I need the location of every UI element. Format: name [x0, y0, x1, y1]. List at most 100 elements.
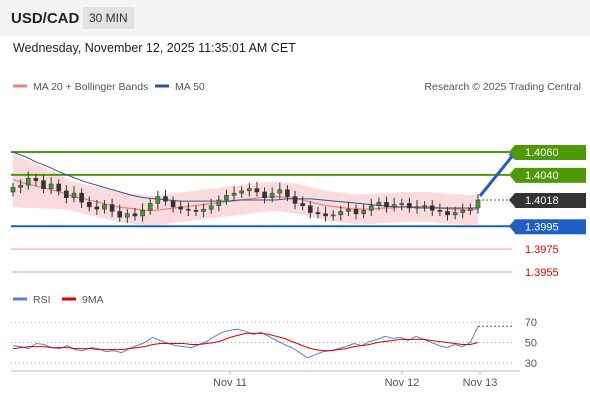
level-label-1: 1.4040: [525, 170, 559, 182]
last-price-tag: [515, 193, 586, 208]
candle: [361, 204, 366, 219]
candle-body: [346, 208, 351, 212]
moving-averages: [12, 151, 479, 211]
candle-body: [414, 206, 420, 209]
timeframe-button[interactable]: 30 MIN: [83, 7, 134, 29]
level-tag-pointer-2: [509, 219, 515, 234]
candle-body: [193, 210, 199, 212]
candle: [239, 186, 245, 198]
candle: [445, 206, 450, 221]
level-tag-0: [515, 145, 586, 160]
candle: [391, 197, 397, 212]
candle: [292, 190, 298, 210]
candle-body: [307, 205, 313, 213]
candle-body: [163, 196, 168, 202]
candle: [201, 203, 206, 218]
candle-body: [208, 205, 214, 210]
rsi-tick-label: 70: [525, 317, 537, 329]
candle: [353, 204, 359, 220]
candle-body: [25, 178, 31, 186]
candle: [56, 179, 62, 196]
candle-body: [109, 204, 115, 212]
candle-body: [132, 213, 138, 217]
candle: [323, 206, 328, 222]
candle-body: [262, 191, 267, 198]
candle: [468, 203, 473, 215]
candle-body: [468, 207, 473, 211]
candle: [231, 186, 237, 202]
candle: [132, 208, 138, 221]
candle: [407, 197, 412, 213]
candle-body: [391, 204, 397, 208]
candle: [193, 205, 199, 216]
timestamp: Wednesday, November 12, 2025 11:35:01 AM…: [13, 41, 296, 55]
candle: [147, 198, 153, 215]
candle: [41, 174, 46, 194]
candle: [307, 201, 313, 219]
candle-body: [140, 210, 145, 217]
candle: [269, 187, 275, 203]
bollinger-fill: [13, 152, 478, 226]
level-label-0: 1.4060: [525, 147, 559, 159]
candle-body: [437, 210, 443, 212]
candle-body: [224, 195, 229, 201]
candle-body: [445, 211, 450, 216]
candle: [18, 179, 23, 194]
candle: [140, 203, 145, 222]
ma50-line: [12, 151, 478, 209]
candle-body: [330, 214, 336, 217]
candle: [346, 202, 351, 216]
candle: [338, 205, 344, 221]
candle-body: [353, 208, 359, 214]
level-tag-pointer-0: [509, 145, 515, 159]
last-price-tag-pointer: [509, 193, 515, 207]
candle-body: [254, 188, 260, 193]
candle: [170, 196, 176, 213]
candle-body: [48, 183, 54, 189]
candle-body: [201, 208, 206, 212]
candle-body: [71, 192, 77, 198]
candle: [414, 200, 420, 214]
candle: [285, 185, 290, 202]
candle-body: [429, 205, 435, 211]
rsi-ma-legend-label: 9MA: [82, 294, 104, 306]
candle-body: [460, 210, 466, 213]
candle-body: [56, 183, 62, 192]
candle: [79, 188, 84, 208]
candle: [186, 202, 191, 216]
candle: [10, 182, 16, 197]
candle: [216, 195, 222, 212]
candle-body: [285, 189, 290, 197]
level-tag-1: [515, 167, 586, 183]
level-label-4: 1.3955: [525, 267, 559, 279]
candle: [300, 196, 305, 211]
candle-body: [475, 199, 481, 209]
candle: [452, 206, 458, 220]
level-label-2: 1.3995: [525, 221, 559, 233]
candle-body: [407, 203, 412, 209]
price-legend: MA 20 + Bollinger Bands MA 50: [13, 81, 205, 93]
symbol-label: USD/CAD: [11, 10, 80, 27]
level-tag-pointer-1: [509, 167, 515, 182]
rsi-legend: RSI 9MA: [13, 294, 104, 306]
candle: [246, 182, 252, 197]
bollinger-band: [13, 152, 478, 226]
candle: [429, 200, 435, 216]
candle: [262, 187, 267, 204]
candle: [384, 196, 389, 213]
candle-body: [86, 202, 92, 208]
candle: [376, 197, 382, 211]
rsi-tick-label: 50: [525, 338, 537, 350]
candle-body: [452, 212, 458, 216]
candle-body: [125, 213, 130, 218]
ma20-legend-label: MA 20 + Bollinger Bands: [33, 81, 148, 93]
level-tag-2: [515, 219, 586, 235]
candle: [125, 209, 130, 223]
candle: [475, 194, 481, 214]
candle-body: [246, 188, 252, 192]
candle: [368, 198, 374, 216]
candle-body: [231, 192, 237, 196]
candle: [102, 200, 107, 214]
rsi-tick-label: 30: [525, 358, 537, 370]
